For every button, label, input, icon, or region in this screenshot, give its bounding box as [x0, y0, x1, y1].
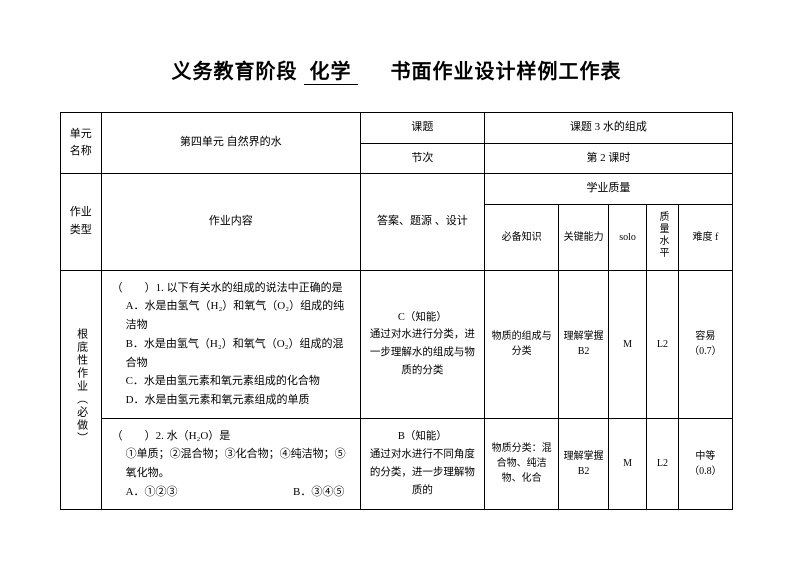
answer-label: 答案、题源 、设计	[360, 174, 484, 271]
hw-type-label: 作业类型	[61, 174, 102, 271]
q2-line2: ①单质；②混合物；③化合物；④纯洁物；⑤氧化物。	[112, 445, 350, 482]
difficulty-label: 难度 f	[678, 204, 732, 270]
topic-value: 课题 3 水的组成	[484, 113, 732, 144]
unit-name-label: 单元名称	[61, 113, 102, 174]
q1-knowledge: 物质的组成与分类	[484, 270, 558, 418]
q1-stem: （ ）1. 以下有关水的组成的说法中正确的是	[112, 279, 350, 298]
worksheet-table: 单元名称 第四单元 自然界的水 课题 课题 3 水的组成 节次 第 2 课时 作…	[60, 112, 733, 510]
q2-options: A．①②③ B．③④⑤	[112, 483, 350, 502]
q2-opt-b: B．③④⑤	[293, 486, 344, 498]
q1-opt-b: B．水是由氢气（H₂）和氧气（O₂）组成的混合物	[112, 335, 350, 372]
q1-content: （ ）1. 以下有关水的组成的说法中正确的是 A．水是由氢气（H₂）和氧气（O₂…	[101, 270, 360, 418]
q1-opt-a: A．水是由氢气（H₂）和氧气（O₂）组成的纯洁物	[112, 297, 350, 334]
page-title: 义务教育阶段 化学 书面作业设计样例工作表	[60, 55, 733, 84]
q1-opt-d: D．水是由氢元素和氧元素组成的单质	[112, 391, 350, 410]
q2-ability: 理解掌握B2	[559, 418, 609, 510]
q2-content: （ ）2. 水（H₂O）是 ①单质；②混合物；③化合物；④纯洁物；⑤氧化物。 A…	[101, 418, 360, 510]
title-prefix: 义务教育阶段	[172, 61, 298, 83]
q1-opt-c: C．水是由氢元素和氧元素组成的化合物	[112, 372, 350, 391]
q2-level: L2	[647, 418, 679, 510]
quality-label: 学业质量	[484, 174, 732, 205]
q2-solo: M	[608, 418, 646, 510]
table-row: 作业类型 作业内容 答案、题源 、设计 学业质量	[61, 174, 733, 205]
req-knowledge-label: 必备知识	[484, 204, 558, 270]
quality-level-label: 质量水平	[647, 204, 679, 270]
section-label: 节次	[360, 143, 484, 174]
table-row: 单元名称 第四单元 自然界的水 课题 课题 3 水的组成	[61, 113, 733, 144]
key-ability-label: 关键能力	[559, 204, 609, 270]
title-subject: 化学	[304, 61, 358, 85]
hw-content-label: 作业内容	[101, 174, 360, 271]
section-value: 第 2 课时	[484, 143, 732, 174]
q2-diff: 中等（0.8）	[678, 418, 732, 510]
q1-solo: M	[608, 270, 646, 418]
solo-label: solo	[608, 204, 646, 270]
unit-name-value: 第四单元 自然界的水	[101, 113, 360, 174]
q2-knowledge: 物质分类：混合物、纯洁物、化合	[484, 418, 558, 510]
q1-answer: C（知能） 通过对水进行分类，进一步理解水的组成与物质的分类	[360, 270, 484, 418]
topic-label: 课题	[360, 113, 484, 144]
q2-stem: （ ）2. 水（H₂O）是	[112, 427, 350, 446]
table-row: 根底性作业（必做） （ ）1. 以下有关水的组成的说法中正确的是 A．水是由氢气…	[61, 270, 733, 418]
q1-ability: 理解掌握B2	[559, 270, 609, 418]
table-row: （ ）2. 水（H₂O）是 ①单质；②混合物；③化合物；④纯洁物；⑤氧化物。 A…	[61, 418, 733, 510]
group-label: 根底性作业（必做）	[61, 270, 102, 510]
title-suffix: 书面作业设计样例工作表	[391, 61, 622, 83]
q2-answer: B（知能） 通过对水进行不同角度的分类，进一步理解物质的	[360, 418, 484, 510]
q1-level: L2	[647, 270, 679, 418]
q1-diff: 容易（0.7）	[678, 270, 732, 418]
q2-opt-a: A．①②③	[126, 486, 178, 498]
